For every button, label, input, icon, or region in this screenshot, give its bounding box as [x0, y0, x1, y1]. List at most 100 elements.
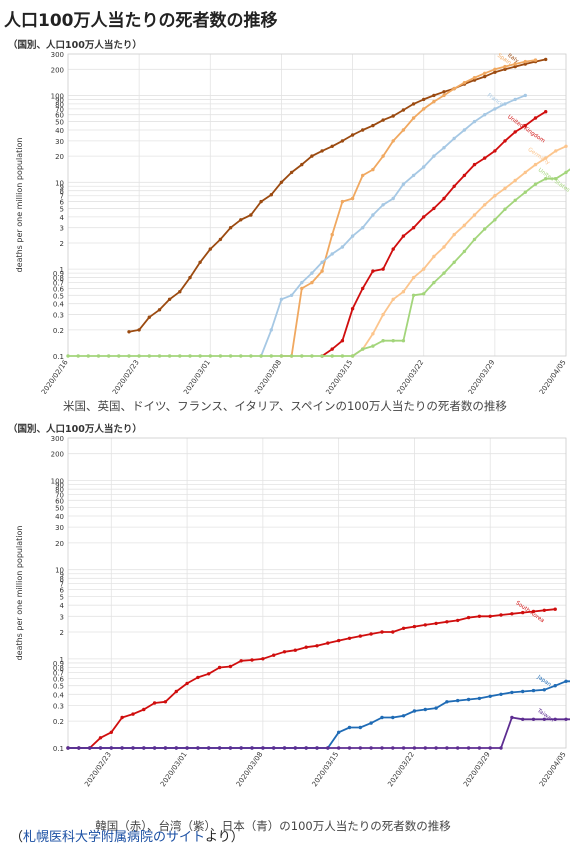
- data-point: [269, 354, 273, 358]
- data-point: [272, 653, 276, 657]
- data-point: [279, 180, 284, 184]
- y-tick-label: 0.6: [53, 676, 65, 684]
- data-point: [337, 638, 341, 643]
- series-line: [352, 145, 567, 357]
- source-link[interactable]: 札幌医科大学附属病院のサイト: [23, 830, 206, 845]
- y-tick-label: 8: [60, 188, 64, 196]
- data-point: [77, 746, 81, 750]
- data-point: [422, 165, 426, 169]
- y-tick-label: 7: [60, 193, 64, 201]
- data-point: [371, 269, 375, 273]
- data-point: [107, 354, 111, 358]
- y-tick-label: 300: [51, 435, 64, 443]
- y-tick-label: 0.4: [53, 691, 65, 699]
- y-tick-label: 40: [55, 513, 64, 521]
- data-point: [477, 696, 482, 701]
- data-point: [442, 93, 446, 98]
- data-point: [358, 746, 362, 750]
- y-tick-label: 5: [60, 594, 64, 602]
- data-point: [432, 280, 436, 285]
- source-suffix: より）: [205, 830, 244, 845]
- x-tick-label: 2020/03/29: [462, 751, 492, 789]
- data-point: [462, 223, 467, 227]
- data-point: [401, 339, 406, 343]
- data-point: [422, 292, 426, 296]
- data-point: [503, 139, 507, 143]
- data-point: [369, 746, 373, 750]
- data-point: [544, 110, 548, 114]
- data-point: [98, 736, 103, 740]
- data-point: [513, 64, 517, 69]
- data-point: [472, 78, 477, 82]
- data-point: [423, 623, 427, 627]
- data-point: [289, 293, 294, 297]
- data-point: [249, 213, 253, 217]
- data-point: [422, 107, 426, 111]
- data-point: [503, 64, 507, 69]
- data-point: [391, 114, 395, 118]
- data-point: [456, 618, 460, 623]
- data-point: [432, 93, 436, 98]
- data-point: [269, 193, 273, 197]
- data-point: [493, 107, 497, 111]
- data-point: [391, 715, 395, 720]
- data-point: [493, 70, 497, 74]
- data-point: [488, 746, 492, 750]
- data-point: [553, 684, 557, 688]
- data-point: [391, 297, 395, 301]
- data-point: [564, 144, 568, 148]
- chart-svg: （国別、人口100万人当たり） 0.1 0.2 0.3 0.40.50.60.70.80…: [8, 423, 570, 789]
- y-tick-label: 6: [60, 199, 65, 207]
- data-point: [499, 746, 503, 750]
- data-point: [554, 177, 558, 181]
- data-point: [137, 328, 141, 332]
- data-point: [499, 613, 503, 617]
- data-point: [239, 354, 243, 358]
- data-point: [499, 692, 503, 696]
- y-tick-label: 90: [55, 482, 64, 490]
- data-point: [320, 269, 324, 273]
- data-point: [422, 267, 426, 271]
- data-point: [533, 116, 538, 120]
- data-point: [493, 218, 497, 222]
- data-point: [401, 234, 406, 238]
- data-point: [401, 182, 406, 186]
- y-tick-label: 0.5: [53, 292, 64, 300]
- data-point: [261, 746, 265, 750]
- data-point: [452, 232, 456, 237]
- data-point: [412, 709, 417, 713]
- data-point: [531, 717, 536, 721]
- x-tick-label: 2020/03/01: [182, 359, 212, 394]
- y-tick-label: 20: [55, 153, 64, 161]
- data-point: [432, 99, 436, 104]
- data-point: [412, 624, 417, 629]
- data-point: [157, 308, 162, 312]
- data-point: [445, 700, 449, 704]
- series-label: United Kingdom: [506, 114, 546, 144]
- data-point: [152, 746, 157, 750]
- data-point: [544, 156, 548, 160]
- data-point: [391, 630, 395, 634]
- x-tick-label: 2020/03/22: [396, 359, 426, 394]
- data-point: [137, 354, 141, 358]
- data-point: [513, 130, 517, 134]
- data-point: [228, 746, 233, 750]
- y-tick-label: 0.8: [53, 664, 64, 672]
- data-point: [66, 746, 70, 750]
- y-tick-label: 0.7: [53, 670, 64, 678]
- y-tick-label: 30: [55, 524, 64, 532]
- data-point: [358, 634, 362, 638]
- data-point: [279, 354, 284, 358]
- data-point: [472, 237, 477, 242]
- data-point: [269, 328, 273, 332]
- series-south-korea: South Korea: [66, 600, 557, 750]
- data-point: [320, 354, 324, 358]
- data-point: [163, 746, 168, 750]
- data-point: [401, 714, 406, 718]
- data-point: [472, 213, 477, 217]
- y-tick-label: 7: [60, 581, 64, 589]
- data-point: [142, 707, 146, 712]
- data-point: [371, 332, 375, 336]
- data-point: [422, 97, 426, 102]
- data-point: [250, 658, 254, 662]
